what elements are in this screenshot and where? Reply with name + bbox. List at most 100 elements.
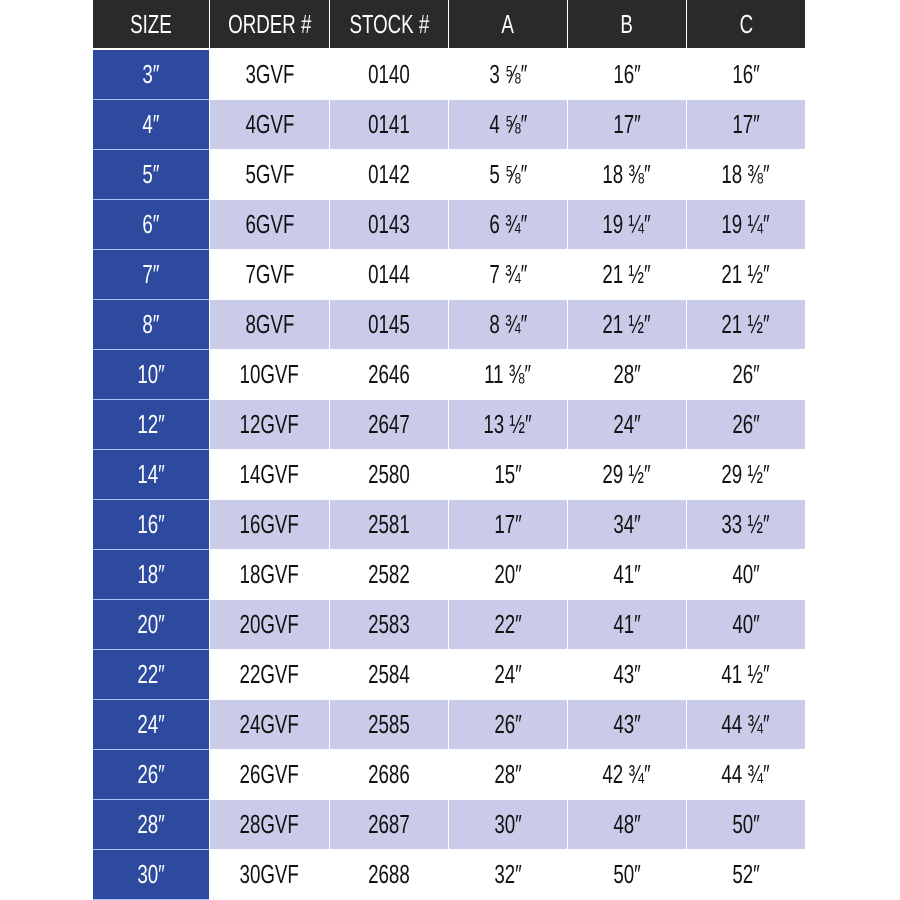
cell-dim-a: 20″: [449, 550, 568, 600]
cell-value: 10″: [137, 359, 165, 389]
cell-size: 18″: [93, 550, 210, 600]
cell-order-number: 5GVF: [210, 150, 330, 200]
column-header-label: C: [739, 8, 753, 39]
cell-value: 44 ¾″: [721, 709, 771, 739]
cell-dim-b: 29 ½″: [568, 450, 687, 500]
cell-value: 21 ½″: [602, 259, 652, 289]
cell-dim-c: 44 ¾″: [687, 700, 806, 750]
cell-value: 4GVF: [245, 109, 294, 139]
column-header-order-number: ORDER #: [210, 0, 330, 50]
cell-size: 22″: [93, 650, 210, 700]
cell-stock-number: 2581: [330, 500, 449, 550]
cell-dim-a: 30″: [449, 800, 568, 850]
cell-value: 4″: [142, 109, 160, 139]
cell-value: 32″: [494, 859, 522, 889]
cell-value: 16″: [137, 509, 165, 539]
cell-value: 24″: [494, 659, 522, 689]
cell-dim-b: 34″: [568, 500, 687, 550]
cell-order-number: 24GVF: [210, 700, 330, 750]
table-row: 6″ 6GVF 0143 6 ¾″ 19 ¼″ 19 ¼″: [93, 200, 806, 250]
cell-size: 10″: [93, 350, 210, 400]
cell-stock-number: 2647: [330, 400, 449, 450]
table-row: 3″ 3GVF 0140 3 ⅝″ 16″ 16″: [93, 50, 806, 100]
cell-dim-b: 18 ⅜″: [568, 150, 687, 200]
cell-value: 6″: [142, 209, 160, 239]
cell-value: 13 ½″: [483, 409, 533, 439]
cell-value: 43″: [613, 659, 641, 689]
cell-value: 28GVF: [239, 809, 300, 839]
cell-size: 6″: [93, 200, 210, 250]
cell-value: 18″: [137, 559, 165, 589]
cell-stock-number: 2580: [330, 450, 449, 500]
cell-value: 24″: [137, 709, 165, 739]
cell-value: 0144: [368, 259, 410, 289]
cell-value: 7 ¾″: [489, 259, 527, 289]
cell-size: 8″: [93, 300, 210, 350]
cell-value: 30″: [494, 809, 522, 839]
cell-dim-c: 29 ½″: [687, 450, 806, 500]
cell-value: 30″: [137, 859, 165, 889]
cell-value: 14″: [137, 459, 165, 489]
cell-value: 16″: [613, 59, 641, 89]
cell-size: 16″: [93, 500, 210, 550]
cell-stock-number: 2646: [330, 350, 449, 400]
cell-stock-number: 0144: [330, 250, 449, 300]
cell-value: 22″: [137, 659, 165, 689]
cell-value: 16GVF: [239, 509, 300, 539]
cell-value: 4 ⅝″: [489, 109, 527, 139]
cell-value: 34″: [613, 509, 641, 539]
cell-dim-a: 7 ¾″: [449, 250, 568, 300]
cell-value: 30GVF: [239, 859, 300, 889]
cell-value: 18GVF: [239, 559, 300, 589]
cell-value: 29 ½″: [721, 459, 771, 489]
cell-size: 28″: [93, 800, 210, 850]
cell-stock-number: 0140: [330, 50, 449, 100]
cell-dim-b: 28″: [568, 350, 687, 400]
cell-stock-number: 0142: [330, 150, 449, 200]
cell-stock-number: 2687: [330, 800, 449, 850]
cell-value: 24″: [613, 409, 641, 439]
cell-dim-a: 17″: [449, 500, 568, 550]
cell-value: 21 ½″: [602, 309, 652, 339]
cell-value: 3GVF: [245, 59, 294, 89]
table-row: 4″ 4GVF 0141 4 ⅝″ 17″ 17″: [93, 100, 806, 150]
cell-dim-b: 17″: [568, 100, 687, 150]
cell-value: 10GVF: [239, 359, 300, 389]
cell-value: 3″: [142, 59, 160, 89]
cell-order-number: 26GVF: [210, 750, 330, 800]
cell-value: 0140: [368, 59, 410, 89]
cell-value: 50″: [732, 809, 760, 839]
cell-value: 2687: [368, 809, 410, 839]
cell-dim-b: 42 ¾″: [568, 750, 687, 800]
cell-dim-c: 44 ¾″: [687, 750, 806, 800]
cell-size: 24″: [93, 700, 210, 750]
cell-value: 18 ⅜″: [721, 159, 771, 189]
cell-stock-number: 2582: [330, 550, 449, 600]
cell-dim-a: 22″: [449, 600, 568, 650]
cell-value: 22″: [494, 609, 522, 639]
cell-size: 12″: [93, 400, 210, 450]
cell-value: 40″: [732, 609, 760, 639]
table-row: 28″ 28GVF 2687 30″ 48″ 50″: [93, 800, 806, 850]
cell-value: 48″: [613, 809, 641, 839]
table-row: 30″ 30GVF 2688 32″ 50″ 52″: [93, 850, 806, 900]
cell-value: 26″: [137, 759, 165, 789]
cell-dim-c: 26″: [687, 400, 806, 450]
cell-stock-number: 0141: [330, 100, 449, 150]
cell-size: 7″: [93, 250, 210, 300]
cell-dim-b: 21 ½″: [568, 250, 687, 300]
cell-value: 28″: [613, 359, 641, 389]
cell-stock-number: 2584: [330, 650, 449, 700]
cell-value: 5 ⅝″: [489, 159, 527, 189]
cell-value: 41 ½″: [721, 659, 771, 689]
cell-value: 11 ⅜″: [484, 359, 532, 389]
cell-value: 14GVF: [239, 459, 300, 489]
column-header-label: A: [501, 8, 515, 39]
cell-value: 19 ¼″: [721, 209, 771, 239]
cell-dim-b: 21 ½″: [568, 300, 687, 350]
column-header-size: SIZE: [93, 0, 210, 50]
cell-order-number: 7GVF: [210, 250, 330, 300]
cell-dim-c: 41 ½″: [687, 650, 806, 700]
cell-value: 26″: [732, 409, 760, 439]
table-row: 12″ 12GVF 2647 13 ½″ 24″ 26″: [93, 400, 806, 450]
